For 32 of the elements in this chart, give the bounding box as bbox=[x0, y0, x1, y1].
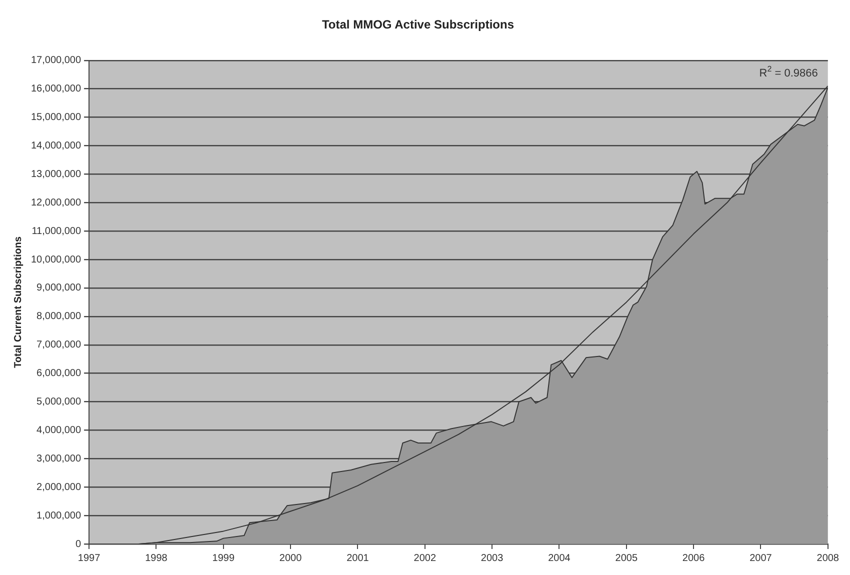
x-tick-label: 2007 bbox=[750, 552, 772, 564]
y-tick-label: 5,000,000 bbox=[36, 396, 82, 408]
y-tick-label: 8,000,000 bbox=[36, 311, 82, 322]
y-tick-label: 0 bbox=[75, 538, 82, 550]
x-tick-label: 2002 bbox=[414, 552, 436, 564]
y-tick-label: 9,000,000 bbox=[36, 282, 82, 294]
chart-title: Total MMOG Active Subscriptions bbox=[322, 18, 514, 32]
y-axis-title: Total Current Subscriptions bbox=[12, 236, 24, 368]
x-tick-label: 2000 bbox=[279, 552, 302, 564]
y-tick-label: 6,000,000 bbox=[36, 368, 82, 380]
y-tick-label: 14,000,000 bbox=[30, 140, 82, 152]
x-tick-label: 2003 bbox=[480, 552, 504, 564]
y-tick-label: 13,000,000 bbox=[30, 168, 82, 180]
x-tick-label: 2006 bbox=[682, 552, 706, 564]
x-tick-label: 2005 bbox=[615, 552, 638, 564]
x-tick-label: 1998 bbox=[145, 552, 168, 564]
y-tick-label: 2,000,000 bbox=[36, 482, 82, 493]
y-tick-label: 7,000,000 bbox=[36, 340, 82, 351]
x-tick-label: 2004 bbox=[548, 552, 571, 564]
y-tick-label: 16,000,000 bbox=[30, 84, 82, 95]
x-tick-label: 1999 bbox=[212, 552, 235, 564]
y-tick-label: 3,000,000 bbox=[36, 453, 82, 464]
y-tick-label: 15,000,000 bbox=[30, 112, 82, 124]
y-tick-label: 11,000,000 bbox=[32, 226, 82, 237]
x-tick-label: 2001 bbox=[346, 552, 370, 564]
x-tick-label: 2008 bbox=[816, 552, 840, 564]
y-tick-label: 4,000,000 bbox=[36, 424, 82, 436]
y-tick-label: 1,000,000 bbox=[36, 510, 82, 522]
y-tick-label: 12,000,000 bbox=[30, 197, 82, 208]
y-tick-label: 10,000,000 bbox=[30, 254, 82, 266]
y-tick-label: 17,000,000 bbox=[30, 55, 82, 66]
x-tick-label: 1997 bbox=[78, 552, 101, 564]
